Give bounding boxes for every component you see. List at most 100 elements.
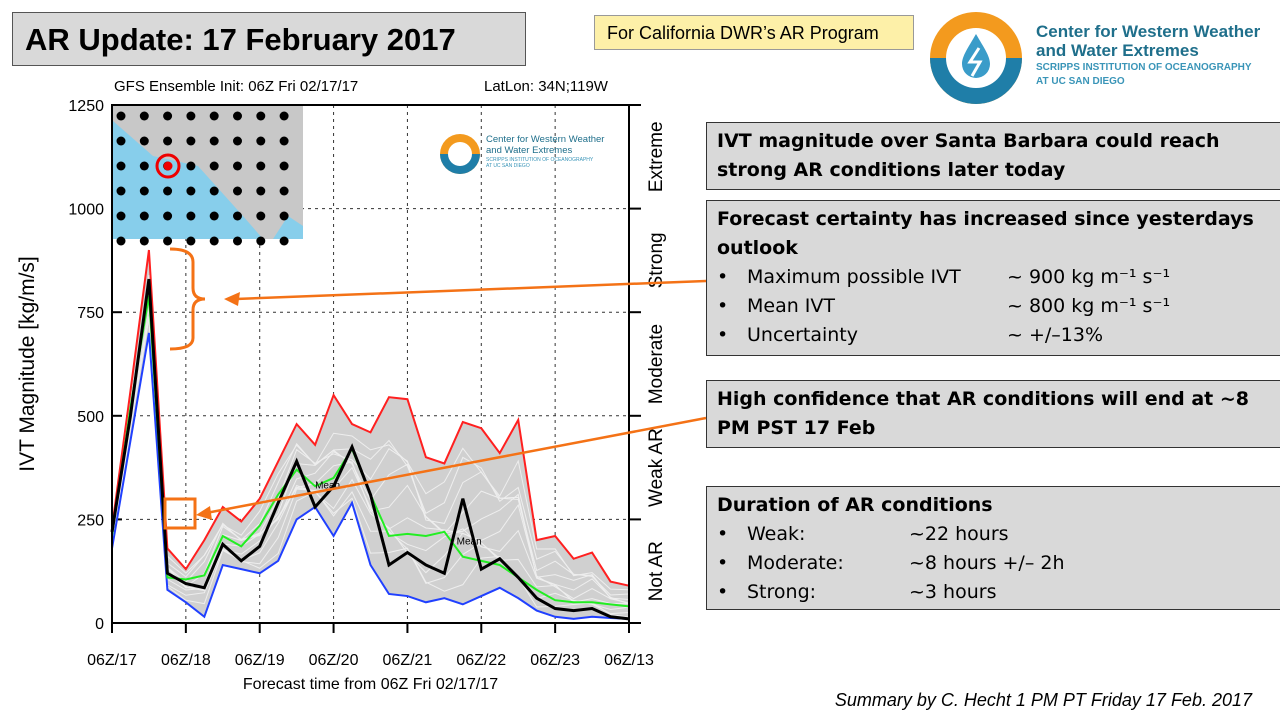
item-value: ~22 hours: [909, 523, 1009, 545]
grid-point: [233, 111, 242, 121]
grid-point: [186, 111, 196, 121]
bullet-icon: •: [717, 552, 729, 574]
y-tick-label: 750: [77, 305, 104, 322]
grid-point: [256, 111, 266, 121]
grid-point: [186, 211, 196, 221]
duration-heading: Duration of AR conditions: [717, 494, 993, 516]
x-tick-label: 06Z/17: [87, 652, 137, 669]
grid-point: [186, 236, 196, 246]
grid-point: [279, 136, 289, 146]
grid-point: [256, 211, 266, 221]
grid-point: [233, 161, 242, 171]
logo-line: and Water Extremes: [1036, 41, 1199, 60]
ar-category-label: Weak AR: [646, 428, 667, 507]
ar-category-label: Moderate: [646, 324, 667, 404]
item-value: ~3 hours: [909, 581, 997, 603]
grid-point: [116, 136, 126, 146]
y-tick-label: 1000: [68, 202, 104, 219]
bullet-item: • Maximum possible IVT ~ 900 kg m⁻¹ s⁻¹: [717, 263, 1273, 292]
item-value: ~8 hours +/– 2h: [909, 552, 1065, 574]
item-label: Weak:: [747, 523, 806, 545]
grid-point: [279, 111, 289, 121]
grid-point: [233, 136, 242, 146]
bullet-icon: •: [717, 324, 729, 346]
grid-point: [256, 161, 266, 171]
y-tick-label: 0: [95, 616, 104, 633]
selected-grid-point: [163, 161, 173, 171]
grid-point: [209, 161, 219, 171]
grid-point: [116, 186, 126, 196]
grid-point: [116, 211, 126, 221]
item-value: ~ 900 kg m⁻¹ s⁻¹: [1007, 266, 1171, 288]
bullet-icon: •: [717, 581, 729, 603]
grid-point: [279, 186, 289, 196]
grid-point: [139, 136, 149, 146]
duration-box: Duration of AR conditions • Weak: ~22 hour…: [706, 486, 1280, 610]
grid-point: [209, 236, 219, 246]
item-label: Moderate:: [747, 552, 844, 574]
item-value: ~ 800 kg m⁻¹ s⁻¹: [1007, 295, 1171, 317]
chart-subtitle: LatLon: 34N;119W: [484, 78, 608, 95]
logo-line: Center for Western Weather: [1036, 22, 1261, 41]
selected-location-marker: [155, 153, 181, 179]
bullet-icon: •: [717, 266, 729, 288]
grid-point: [209, 211, 219, 221]
chart-logo-text: SCRIPPS INSTITUTION OF OCEANOGRAPHY: [486, 157, 594, 163]
chart-logo-icon: [448, 142, 472, 166]
item-label: Uncertainty: [747, 324, 859, 346]
grid-point: [116, 161, 126, 171]
grid-point: [139, 236, 149, 246]
grid-point: [256, 186, 266, 196]
grid-point: [139, 186, 149, 196]
certainty-heading: Forecast certainty has increased since y…: [717, 208, 1254, 259]
chart-title: GFS Ensemble Init: 06Z Fri 02/17/17: [114, 78, 359, 95]
bullet-item: • Uncertainty ~ +/–13%: [717, 321, 1273, 350]
plot-frame: [111, 104, 630, 624]
grid-point: [256, 136, 266, 146]
confidence-text: High confidence that AR conditions will …: [717, 388, 1249, 439]
grid-point: [279, 161, 289, 171]
grid-point: [163, 236, 173, 246]
y-tick-label: 500: [77, 409, 104, 426]
item-value: ~ +/–13%: [1007, 324, 1104, 346]
grid-point: [163, 111, 173, 121]
grid-point: [186, 161, 196, 171]
grid-point: [163, 211, 173, 221]
x-tick-label: 06Z/21: [383, 652, 433, 669]
x-tick-label: 06Z/13: [604, 652, 654, 669]
grid-point: [186, 186, 196, 196]
bullet-item: • Mean IVT ~ 800 kg m⁻¹ s⁻¹: [717, 292, 1273, 321]
grid-point: [279, 236, 289, 246]
grid-point: [209, 186, 219, 196]
chart-logo-text: Center for Western Weather: [486, 134, 604, 145]
cw3e-logo-icon: [930, 12, 1022, 104]
bullet-icon: •: [717, 295, 729, 317]
grid-point: [163, 136, 173, 146]
y-tick-label: 1250: [68, 98, 104, 115]
grid-point: [233, 186, 242, 196]
x-tick-label: 06Z/22: [456, 652, 506, 669]
grid-point: [116, 236, 126, 246]
ar-category-label: Extreme: [646, 121, 667, 192]
ensemble-member-line: [111, 316, 630, 618]
bullet-item: • Moderate: ~8 hours +/– 2h: [717, 549, 1273, 578]
mean-inline-label: Mean: [315, 480, 340, 491]
ivt-summary-text: IVT magnitude over Santa Barbara could r…: [717, 130, 1220, 181]
gulf-area: [273, 216, 303, 239]
x-tick-label: 06Z/18: [161, 652, 211, 669]
x-tick-label: 06Z/23: [530, 652, 580, 669]
x-tick-label: 06Z/20: [309, 652, 359, 669]
grid-point: [209, 136, 219, 146]
grid-point: [139, 161, 149, 171]
ivt-summary-box: IVT magnitude over Santa Barbara could r…: [706, 122, 1280, 190]
certainty-box: Forecast certainty has increased since y…: [706, 200, 1280, 356]
item-label: Strong:: [747, 581, 817, 603]
confidence-box: High confidence that AR conditions will …: [706, 380, 1280, 448]
ocean-area: [113, 121, 263, 239]
summary-credit: Summary by C. Hecht 1 PM PT Friday 17 Fe…: [834, 690, 1252, 710]
grid-point: [233, 236, 242, 246]
grid-point: [139, 211, 149, 221]
grid-point: [186, 136, 196, 146]
bullet-item: • Strong: ~3 hours: [717, 578, 1273, 607]
grid-point: [163, 186, 173, 196]
